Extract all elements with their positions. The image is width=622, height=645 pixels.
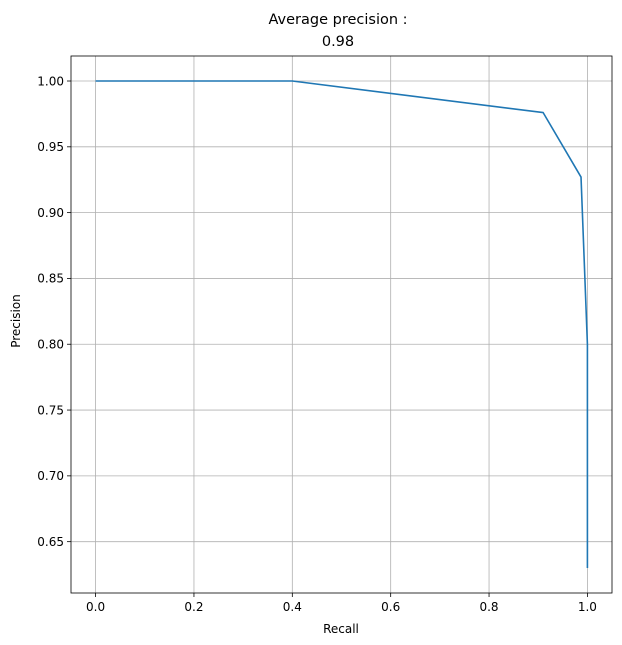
x-axis-label: Recall xyxy=(323,622,359,636)
y-tick-label: 1.00 xyxy=(37,74,64,88)
series-layer xyxy=(95,80,589,568)
y-axis-label: Precision xyxy=(9,294,23,348)
y-tick-label: 0.70 xyxy=(37,469,64,483)
y-tick-label: 0.85 xyxy=(37,272,64,286)
x-tick-label: 0.6 xyxy=(381,600,400,614)
x-tick-label: 0.4 xyxy=(283,600,302,614)
x-tick-label: 0.8 xyxy=(479,600,498,614)
y-tick-label: 0.80 xyxy=(37,338,64,352)
x-tick-label: 0.0 xyxy=(86,600,105,614)
y-tick-label: 0.95 xyxy=(37,140,64,154)
x-tick-label: 0.2 xyxy=(184,600,203,614)
precision-recall-line xyxy=(95,80,589,568)
y-tick-label: 0.75 xyxy=(37,403,64,417)
x-tick-label: 1.0 xyxy=(578,600,597,614)
y-tick-label: 0.65 xyxy=(37,535,64,549)
y-tick-label: 0.90 xyxy=(37,206,64,220)
plot-frame xyxy=(70,55,613,594)
chart-title-line-1: Average precision : xyxy=(268,12,407,28)
y-axis-ticks: 0.65 0.70 0.75 0.80 0.85 0.90 0.95 1.00 xyxy=(37,74,71,549)
x-axis-ticks: 0.0 0.2 0.4 0.6 0.8 1.0 xyxy=(86,593,597,614)
chart-title-line-2: 0.98 xyxy=(322,34,354,50)
